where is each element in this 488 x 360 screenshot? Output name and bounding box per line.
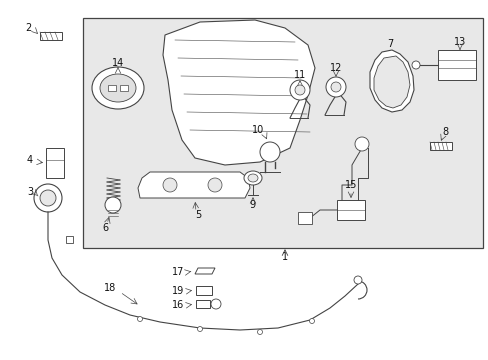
Circle shape	[330, 82, 340, 92]
Text: 11: 11	[293, 70, 305, 80]
Text: 2: 2	[25, 23, 31, 33]
Circle shape	[34, 184, 62, 212]
Polygon shape	[163, 20, 314, 165]
Circle shape	[197, 327, 202, 332]
Bar	[196, 300, 209, 308]
Bar	[108, 85, 116, 91]
Polygon shape	[369, 50, 413, 112]
Ellipse shape	[244, 171, 262, 185]
Text: 14: 14	[112, 58, 124, 68]
Ellipse shape	[92, 67, 143, 109]
Text: 1: 1	[282, 252, 287, 262]
Text: 19: 19	[171, 286, 184, 296]
Polygon shape	[195, 268, 215, 274]
Bar	[66, 236, 73, 243]
Circle shape	[105, 197, 121, 213]
Text: 5: 5	[195, 210, 201, 220]
Circle shape	[210, 299, 221, 309]
Text: 12: 12	[329, 63, 342, 73]
Bar	[83, 18, 482, 248]
Circle shape	[257, 329, 262, 334]
Bar	[297, 212, 311, 224]
Text: 4: 4	[27, 155, 33, 165]
Circle shape	[353, 276, 361, 284]
Bar	[46, 148, 64, 178]
Circle shape	[137, 316, 142, 321]
Bar	[196, 286, 212, 295]
Bar	[429, 142, 451, 150]
Text: 10: 10	[251, 125, 264, 135]
Text: 8: 8	[441, 127, 447, 137]
Text: 17: 17	[171, 267, 184, 277]
Polygon shape	[138, 172, 249, 198]
Circle shape	[289, 80, 309, 100]
Text: 6: 6	[102, 223, 108, 233]
Text: 7: 7	[386, 39, 392, 49]
Circle shape	[207, 178, 222, 192]
Bar	[336, 200, 364, 220]
Circle shape	[260, 142, 280, 162]
Ellipse shape	[100, 74, 136, 102]
Text: 3: 3	[27, 187, 33, 197]
Text: 9: 9	[248, 200, 255, 210]
Circle shape	[309, 319, 314, 324]
Bar	[437, 50, 475, 80]
Text: 18: 18	[103, 283, 116, 293]
Bar	[40, 32, 62, 40]
Text: 16: 16	[171, 300, 184, 310]
Text: 15: 15	[344, 180, 356, 190]
Circle shape	[354, 137, 368, 151]
Bar	[120, 85, 128, 91]
Circle shape	[40, 190, 56, 206]
Circle shape	[411, 61, 419, 69]
Circle shape	[325, 77, 346, 97]
Circle shape	[163, 178, 177, 192]
Ellipse shape	[247, 174, 258, 182]
Circle shape	[294, 85, 305, 95]
Text: 13: 13	[453, 37, 465, 47]
Polygon shape	[373, 56, 409, 108]
